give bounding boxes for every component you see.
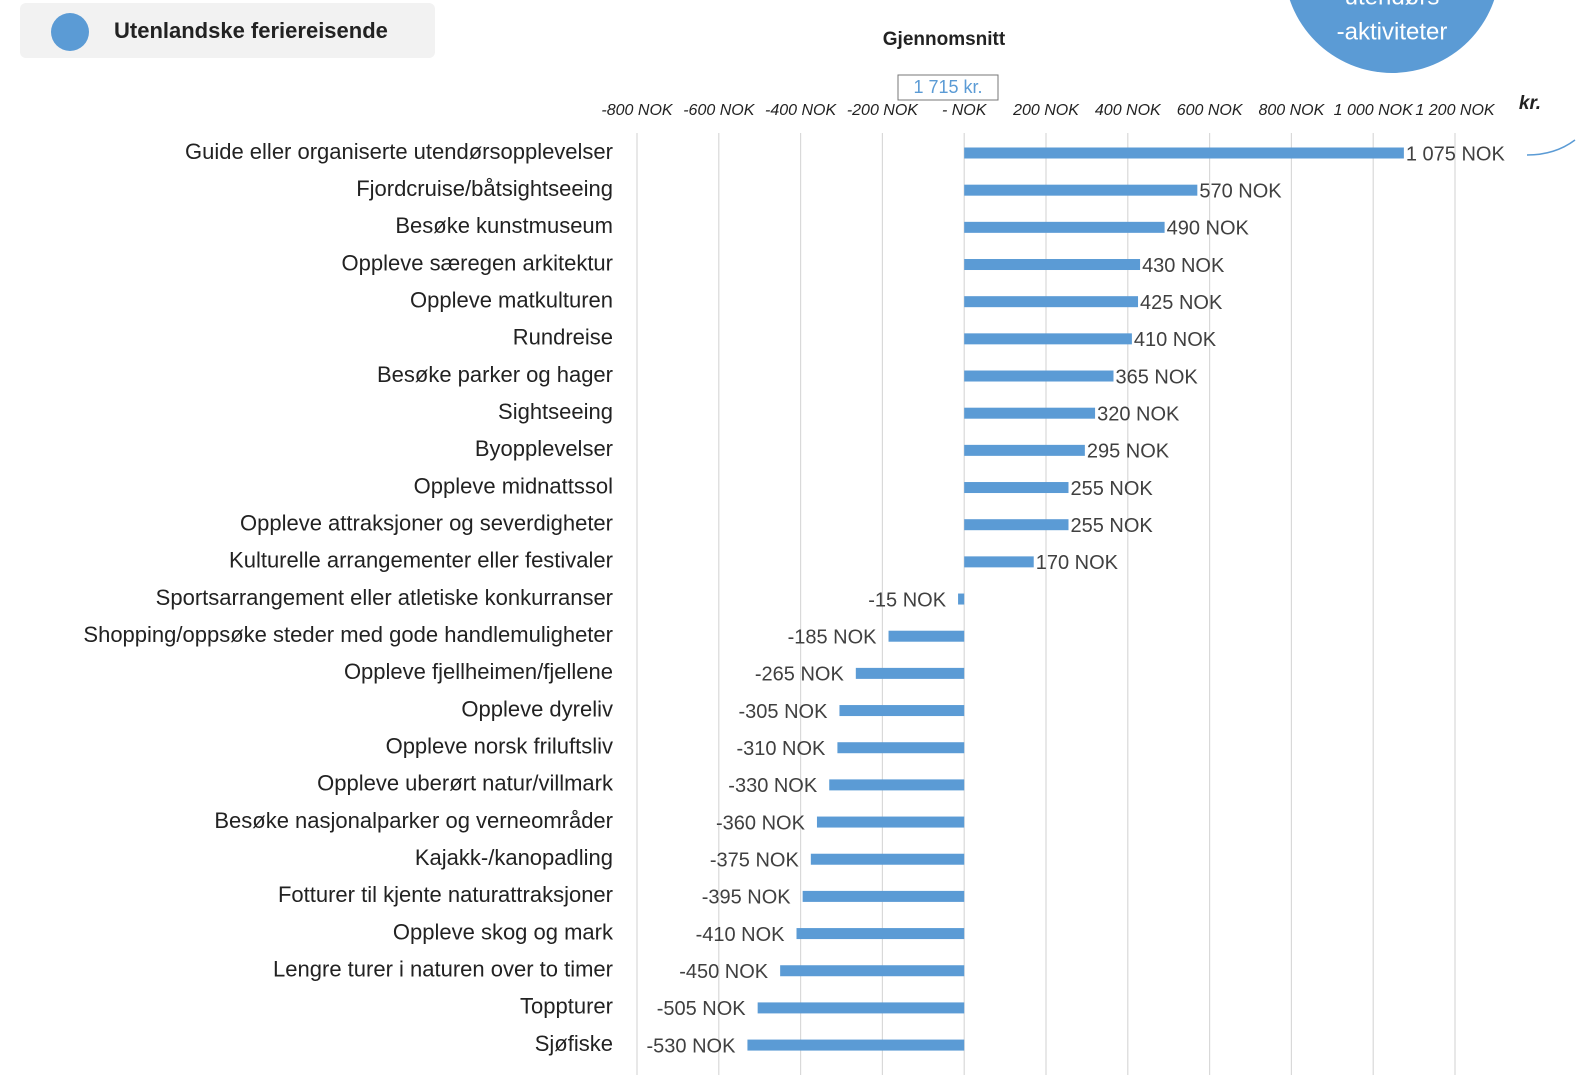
- average-label: 1 715 kr.: [913, 77, 982, 97]
- value-label: -305 NOK: [739, 701, 829, 723]
- x-tick-label: 600 NOK: [1177, 102, 1244, 119]
- y-tick-label: Sightseeing: [498, 399, 613, 424]
- bar: [964, 184, 1198, 196]
- y-tick-label: Oppleve særegen arkitektur: [342, 250, 613, 275]
- y-tick-label: Oppleve attraksjoner og severdigheter: [240, 511, 613, 536]
- value-label: 490 NOK: [1167, 218, 1250, 240]
- bar: [888, 630, 965, 642]
- legend-label: Utenlandske feriereisende: [114, 18, 388, 43]
- badge-text: utendørs: [1345, 0, 1440, 10]
- value-label: -530 NOK: [646, 1035, 736, 1057]
- bar: [839, 705, 965, 717]
- bar: [964, 444, 1085, 456]
- y-tick-label: Besøke kunstmuseum: [395, 213, 613, 238]
- value-label: -310 NOK: [736, 738, 826, 760]
- connector: [1526, 139, 1576, 156]
- y-tick-label: Oppleve skog og mark: [393, 919, 614, 944]
- bar: [964, 259, 1141, 271]
- x-tick-label: -200 NOK: [847, 102, 919, 119]
- legend-box: [20, 3, 435, 58]
- value-label: -185 NOK: [788, 626, 878, 648]
- value-label: 570 NOK: [1199, 180, 1282, 202]
- bar: [810, 853, 965, 865]
- x-tick-label: 800 NOK: [1258, 102, 1325, 119]
- value-label: 255 NOK: [1070, 478, 1153, 500]
- badge-text: -aktiviteter: [1337, 18, 1448, 45]
- y-tick-label: Kajakk-/kanopadling: [415, 845, 613, 870]
- x-tick-label: 1 000 NOK: [1334, 102, 1414, 119]
- value-label: -360 NOK: [716, 812, 806, 834]
- value-label: 430 NOK: [1142, 255, 1225, 277]
- value-label: -330 NOK: [728, 775, 818, 797]
- value-label: -395 NOK: [702, 887, 792, 909]
- value-label: -15 NOK: [868, 589, 946, 611]
- y-tick-label: Oppleve dyreliv: [461, 696, 613, 721]
- bar: [964, 221, 1165, 233]
- y-tick-label: Toppturer: [520, 994, 613, 1019]
- x-tick-label: -600 NOK: [683, 102, 755, 119]
- y-tick-label: Sportsarrangement eller atletiske konkur…: [156, 585, 613, 610]
- value-label: 365 NOK: [1115, 366, 1198, 388]
- x-tick-label: - NOK: [942, 102, 988, 119]
- x-tick-label: 200 NOK: [1012, 102, 1080, 119]
- y-tick-label: Guide eller organiserte utendørsopplevel…: [185, 139, 613, 164]
- value-label: 255 NOK: [1070, 515, 1153, 537]
- value-label: 320 NOK: [1097, 403, 1180, 425]
- y-tick-label: Shopping/oppsøke steder med gode handlem…: [83, 622, 613, 647]
- x-tick-label: -400 NOK: [765, 102, 837, 119]
- bar: [964, 556, 1034, 568]
- y-tick-label: Lengre turer i naturen over to timer: [273, 957, 613, 982]
- bar: [964, 370, 1114, 382]
- bar: [855, 667, 965, 679]
- y-tick-label: Besøke parker og hager: [377, 362, 613, 387]
- bar: [796, 928, 965, 940]
- x-tick-label: -800 NOK: [601, 102, 673, 119]
- value-label: -265 NOK: [755, 664, 845, 686]
- x-tick-label: 1 200 NOK: [1415, 102, 1495, 119]
- bar: [757, 1002, 965, 1014]
- bar: [964, 333, 1132, 345]
- y-tick-label: Besøke nasjonalparker og verneområder: [214, 808, 613, 833]
- y-tick-label: Kulturelle arrangementer eller festivale…: [229, 548, 613, 573]
- bar: [747, 1039, 965, 1051]
- badge-circle: [1289, 0, 1495, 73]
- value-label: 425 NOK: [1140, 292, 1223, 314]
- y-tick-label: Oppleve fjellheimen/fjellene: [344, 659, 613, 684]
- y-tick-label: Sjøfiske: [535, 1031, 613, 1056]
- bar: [958, 593, 965, 605]
- bar: [802, 890, 965, 902]
- bar: [964, 296, 1139, 308]
- y-tick-label: Fotturer til kjente naturattraksjoner: [278, 882, 613, 907]
- y-tick-label: Oppleve norsk friluftsliv: [386, 734, 613, 759]
- unit-label: kr.: [1519, 93, 1541, 114]
- y-tick-label: Oppleve matkulturen: [410, 287, 613, 312]
- bar: [964, 482, 1069, 494]
- bar: [837, 742, 965, 754]
- value-label: 410 NOK: [1134, 329, 1217, 351]
- y-tick-label: Rundreise: [513, 325, 613, 350]
- value-label: -410 NOK: [696, 924, 786, 946]
- bar: [816, 816, 965, 828]
- bar: [964, 519, 1069, 531]
- value-label: -505 NOK: [657, 998, 747, 1020]
- value-label: -450 NOK: [679, 961, 769, 983]
- bar: [964, 407, 1096, 419]
- y-tick-label: Fjordcruise/båtsightseeing: [356, 176, 613, 201]
- bar: [780, 965, 965, 977]
- bar: [964, 147, 1404, 159]
- value-label: 170 NOK: [1036, 552, 1119, 574]
- chart-title: Gjennomsnitt: [883, 29, 1006, 50]
- average-box: [897, 74, 999, 101]
- y-tick-label: Oppleve midnattssol: [414, 473, 613, 498]
- bar: [829, 779, 965, 791]
- y-tick-label: Byopplevelser: [475, 436, 613, 461]
- value-label: 295 NOK: [1087, 441, 1170, 463]
- x-tick-label: 400 NOK: [1095, 102, 1162, 119]
- value-label: 1 075 NOK: [1406, 143, 1506, 165]
- legend-marker: [51, 13, 89, 51]
- value-label: -375 NOK: [710, 850, 800, 872]
- y-tick-label: Oppleve uberørt natur/villmark: [317, 771, 614, 796]
